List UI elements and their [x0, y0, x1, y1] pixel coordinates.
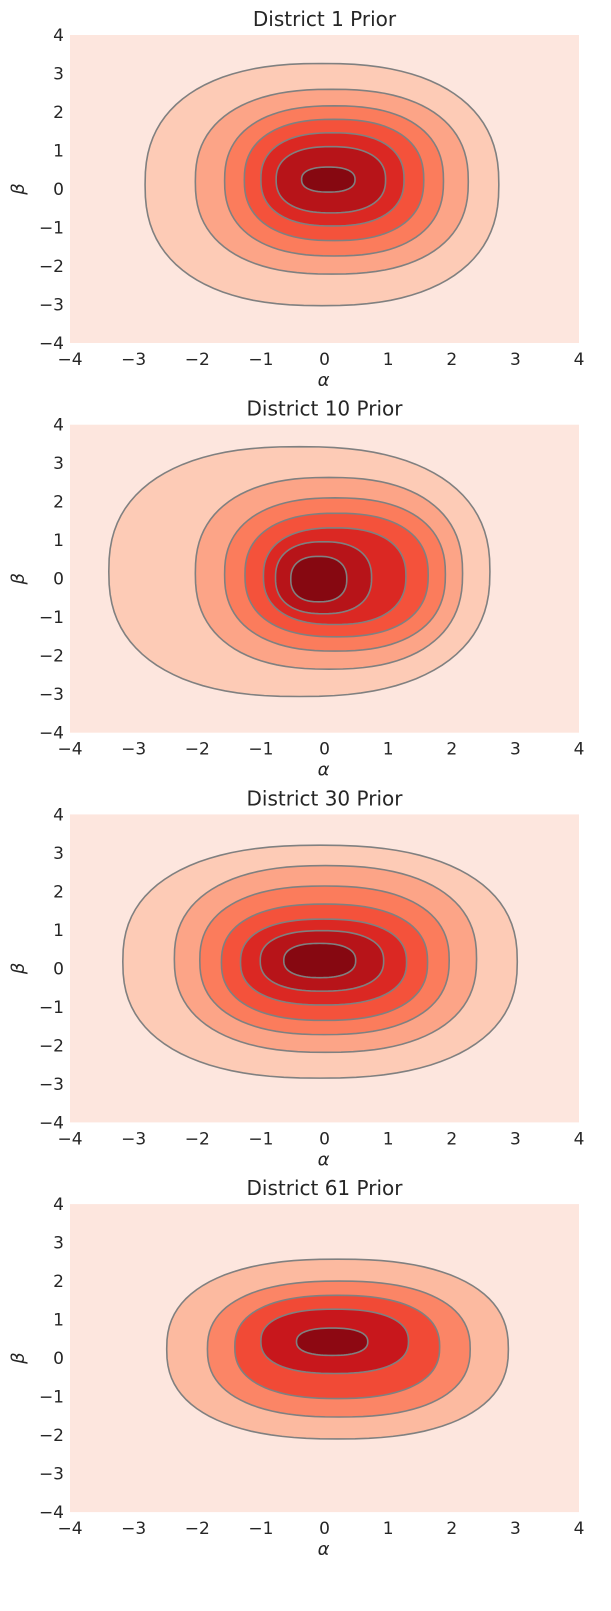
y-tick-label: 2 [53, 103, 64, 123]
y-axis-label: β [8, 1352, 29, 1365]
x-axis-label: α [318, 1149, 330, 1170]
x-tick-label: −2 [185, 350, 210, 370]
y-tick-label: −4 [39, 334, 64, 354]
x-tick-label: −2 [185, 1519, 210, 1539]
y-tick-label: −1 [39, 1388, 64, 1408]
contour-panel-4: District 61 Prior −4 −3 −2 −1 0 1 2 3 4 −4 −3 −2 −1 0 1… [8, 1176, 584, 1560]
contour-level-7 [300, 166, 356, 193]
x-tick-label: 0 [319, 1129, 330, 1149]
x-tick-label: −4 [57, 350, 82, 370]
x-tick-label: −3 [121, 740, 146, 760]
x-tick-label: 2 [446, 740, 457, 760]
y-tick-label: 2 [53, 493, 64, 513]
y-tick-label: 3 [53, 1234, 64, 1254]
x-tick-label: 3 [510, 740, 521, 760]
y-axis-label: β [8, 573, 29, 586]
x-tick-label: 3 [510, 1129, 521, 1149]
y-tick-label: 3 [53, 454, 64, 474]
x-tick-label: −3 [121, 1519, 146, 1539]
y-axis-label: β [8, 183, 29, 196]
x-tick-label: 4 [574, 1519, 585, 1539]
y-tick-label: −3 [39, 1075, 64, 1095]
y-tick-label: −3 [39, 296, 64, 316]
x-tick-label: 2 [446, 1519, 457, 1539]
x-tick-label: −4 [57, 1129, 82, 1149]
x-tick-label: 1 [383, 740, 394, 760]
x-tick-label: −4 [57, 740, 82, 760]
x-tick-label: 2 [446, 1129, 457, 1149]
x-tick-label: −1 [248, 1519, 273, 1539]
x-tick-label: −2 [185, 740, 210, 760]
y-tick-label: −1 [39, 219, 64, 239]
contour-panel-1: District 1 Prior −4 −3 −2 −1 0 1 2 3 4 −4 −3 −2 −1 0 1 2… [8, 7, 584, 391]
x-tick-label: 0 [319, 740, 330, 760]
y-tick-label: 4 [53, 805, 64, 825]
contour-panel-2: District 10 Prior −4 −3 −2 −1 0 1 2 3 4 −4 −3 −2 −1 0 1… [8, 397, 584, 781]
x-tick-label: 4 [574, 740, 585, 760]
x-tick-label: 4 [574, 350, 585, 370]
y-tick-label: −2 [39, 1426, 64, 1446]
y-tick-label: 4 [53, 416, 64, 436]
x-tick-label: −1 [248, 740, 273, 760]
x-tick-label: 2 [446, 350, 457, 370]
y-tick-label: −3 [39, 685, 64, 705]
x-tick-label: 3 [510, 350, 521, 370]
x-axis-label: α [318, 1539, 330, 1560]
y-tick-label: −4 [39, 1503, 64, 1523]
x-tick-label: 0 [319, 350, 330, 370]
x-tick-label: −2 [185, 1129, 210, 1149]
y-tick-label: −2 [39, 647, 64, 667]
y-tick-label: −4 [39, 1113, 64, 1133]
y-tick-label: 0 [53, 180, 64, 200]
x-tick-label: 1 [383, 1519, 394, 1539]
x-tick-label: 1 [383, 1129, 394, 1149]
y-tick-label: −1 [39, 998, 64, 1018]
y-tick-label: 2 [53, 1272, 64, 1292]
contour-panel-3: District 30 Prior −4 −3 −2 −1 0 1 2 3 4 −4 −3 −2 −1 0 1… [8, 786, 584, 1170]
y-tick-label: 4 [53, 1195, 64, 1215]
y-tick-label: 1 [53, 921, 64, 941]
panel-title: District 1 Prior [253, 7, 397, 31]
x-tick-label: 1 [383, 350, 394, 370]
y-tick-label: 3 [53, 844, 64, 864]
panel-title: District 30 Prior [247, 786, 404, 810]
x-tick-label: −1 [248, 1129, 273, 1149]
contour-level-5 [295, 1327, 369, 1357]
x-tick-label: 4 [574, 1129, 585, 1149]
contour-level-7 [289, 555, 348, 603]
y-tick-label: −4 [39, 724, 64, 744]
y-tick-label: 0 [53, 1349, 64, 1369]
x-tick-label: −1 [248, 350, 273, 370]
x-tick-label: −3 [121, 1129, 146, 1149]
x-tick-label: −3 [121, 350, 146, 370]
y-tick-label: 2 [53, 882, 64, 902]
y-tick-label: −2 [39, 1036, 64, 1056]
y-tick-label: 1 [53, 1311, 64, 1331]
x-tick-label: 0 [319, 1519, 330, 1539]
y-tick-label: 1 [53, 142, 64, 162]
y-tick-label: 0 [53, 959, 64, 979]
x-tick-label: 3 [510, 1519, 521, 1539]
y-tick-label: −3 [39, 1465, 64, 1485]
y-tick-label: −2 [39, 257, 64, 277]
y-tick-label: 0 [53, 570, 64, 590]
y-tick-label: 4 [53, 26, 64, 46]
panel-title: District 61 Prior [247, 1176, 404, 1200]
x-tick-label: −4 [57, 1519, 82, 1539]
x-axis-label: α [318, 370, 330, 391]
contour-level-7 [282, 942, 357, 979]
panel-title: District 10 Prior [247, 397, 404, 421]
y-tick-label: 3 [53, 65, 64, 85]
x-axis-label: α [318, 760, 330, 781]
y-axis-label: β [8, 963, 29, 976]
y-tick-label: 1 [53, 531, 64, 551]
y-tick-label: −1 [39, 608, 64, 628]
